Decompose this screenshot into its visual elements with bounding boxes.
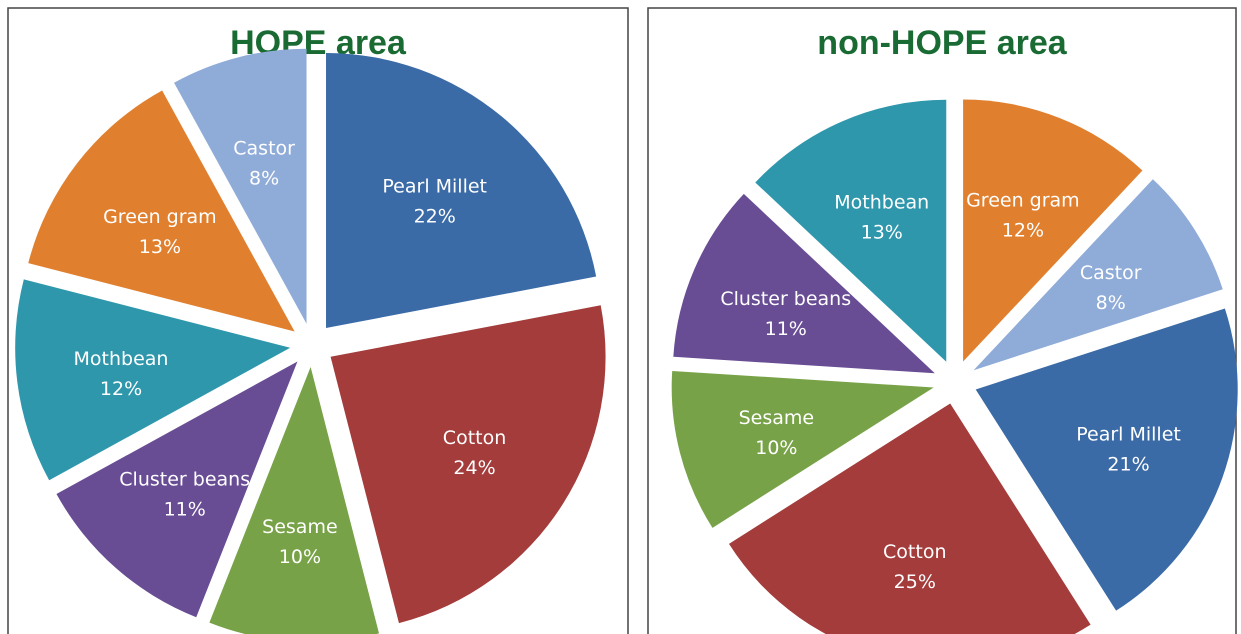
category-label: Pearl Millet [382,176,487,198]
category-label: Cluster beans [119,468,250,490]
slice-label: Sesame 10% [262,516,338,568]
pie-slice [209,366,380,634]
slice-label: Castor 8% [1080,262,1142,314]
value-label: 12% [1002,220,1044,242]
pie-slice [15,279,291,481]
slice-label: Cluster beans 11% [119,468,250,520]
slice-label: Mothbean 13% [834,192,929,244]
category-label: Mothbean [74,348,169,370]
value-label: 11% [164,498,206,520]
category-label: Sesame [262,516,338,538]
value-label: 13% [861,222,903,244]
category-label: Green gram [103,206,217,228]
category-label: Mothbean [834,192,929,214]
value-label: 22% [414,206,456,228]
slice-label: Mothbean 12% [74,348,169,400]
category-label: Cotton [443,427,506,449]
pie-slice [326,53,597,329]
value-label: 21% [1107,453,1149,475]
slice-label: Sesame 10% [739,407,815,459]
category-label: Castor [1080,262,1142,284]
slice-label: Pearl Millet 21% [1076,423,1181,475]
slice-label: Castor 8% [233,138,295,190]
pie-slice [963,99,1143,362]
category-label: Cluster beans [720,288,851,310]
value-label: 13% [139,236,181,258]
value-label: 10% [279,546,321,568]
chart-title: non-HOPE area [817,24,1067,62]
value-label: 8% [249,168,279,190]
value-label: 10% [755,437,797,459]
category-label: Sesame [739,407,815,429]
pie-slice [56,361,298,618]
pie-slice [973,179,1223,371]
category-label: Green gram [966,190,1080,212]
value-label: 25% [894,571,936,593]
slice-label: Cotton 24% [443,427,506,479]
value-label: 24% [453,457,495,479]
pie-slice [755,99,947,362]
slice-label: Pearl Millet 22% [382,176,487,228]
category-label: Cotton [883,541,946,563]
pie-slice [330,305,606,624]
category-label: Pearl Millet [1076,423,1181,445]
value-label: 8% [1096,292,1126,314]
slice-label: Green gram 13% [103,206,217,258]
pie-slice [728,403,1091,634]
value-label: 12% [100,378,142,400]
pie-slice [671,371,934,528]
pie-slice [673,193,935,374]
slice-label: Cotton 25% [883,541,946,593]
value-label: 11% [765,318,807,340]
pie-slice [28,90,295,332]
pie-slice [975,308,1238,611]
category-label: Castor [233,138,295,160]
slice-label: Cluster beans 11% [720,288,851,340]
slice-label: Green gram 12% [966,190,1080,242]
pie-slice [174,48,307,324]
